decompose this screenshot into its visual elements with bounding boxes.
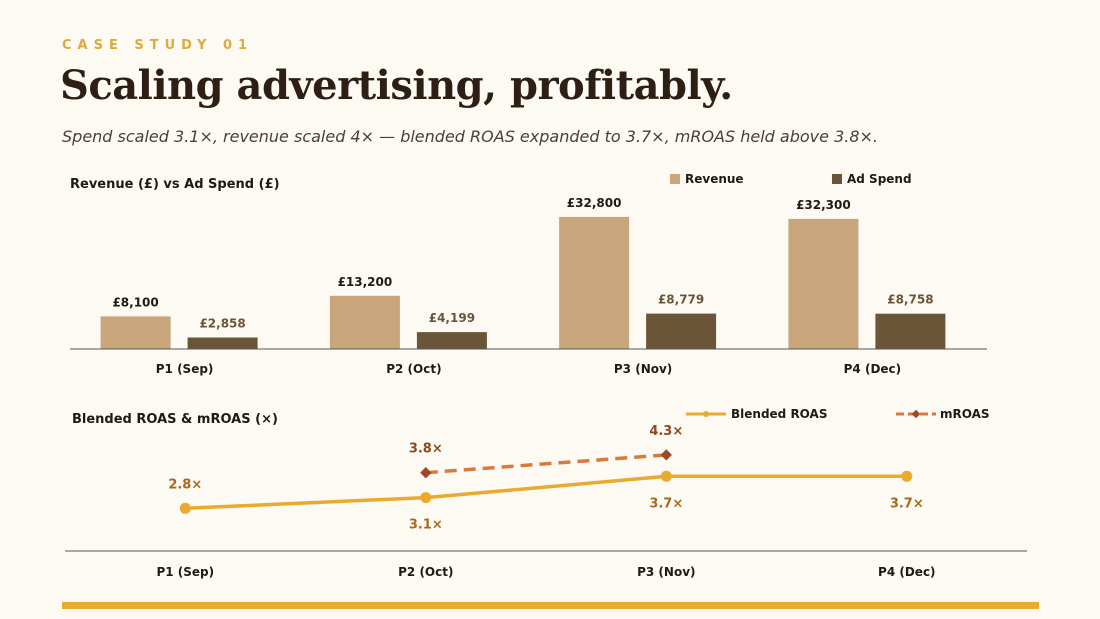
legend-marker-blended-roas bbox=[703, 411, 709, 417]
point-blended-roas-p4-dec bbox=[901, 470, 913, 482]
label-blended-roas-p2-oct: 3.1× bbox=[409, 518, 443, 533]
page-subtitle: Spend scaled 3.1×, revenue scaled 4× — b… bbox=[62, 127, 878, 146]
line-mroas bbox=[425, 453, 667, 475]
bar-ad-spend-p2-oct bbox=[416, 332, 487, 349]
bar-label-ad-spend-p1-sep: £2,858 bbox=[199, 317, 245, 331]
bar-revenue-p4-dec bbox=[788, 218, 859, 349]
line-chart-plot: P1 (Sep) P2 (Oct) P3 (Nov) P4 (Dec) 2.8× 3.1×… bbox=[65, 424, 1027, 579]
bar-chart-plot: £8,100 £2,858 P1 (Sep) £13,200 £4,199 P2 (Oct… bbox=[70, 196, 987, 376]
line-x-tick-p4-dec: P4 (Dec) bbox=[878, 565, 936, 579]
legend-marker-mroas bbox=[911, 409, 921, 419]
bar-x-tick-p3-nov: P3 (Nov) bbox=[614, 362, 672, 376]
bar-label-ad-spend-p3-nov: £8,779 bbox=[658, 293, 704, 307]
bar-label-revenue-p2-oct: £13,200 bbox=[338, 275, 393, 289]
kicker: CASE STUDY 01 bbox=[62, 38, 254, 53]
line-x-tick-p3-nov: P3 (Nov) bbox=[637, 565, 695, 579]
bar-ad-spend-p1-sep bbox=[187, 337, 258, 349]
label-blended-roas-p4-dec: 3.7× bbox=[890, 496, 924, 511]
bar-label-revenue-p1-sep: £8,100 bbox=[112, 295, 158, 309]
legend-label-mroas: mROAS bbox=[940, 407, 990, 421]
legend-swatch-ad-spend bbox=[832, 174, 842, 184]
bar-revenue-p3-nov bbox=[559, 216, 630, 349]
legend-label-ad-spend: Ad Spend bbox=[847, 172, 912, 186]
point-blended-roas-p1-sep bbox=[179, 502, 191, 514]
point-blended-roas-p2-oct bbox=[420, 492, 432, 504]
bar-ad-spend-p4-dec bbox=[875, 313, 946, 349]
legend-label-revenue: Revenue bbox=[685, 172, 744, 186]
legend-swatch-revenue bbox=[670, 174, 680, 184]
bar-chart-title: Revenue (£) vs Ad Spend (£) bbox=[70, 177, 280, 192]
bar-x-tick-p1-sep: P1 (Sep) bbox=[156, 362, 214, 376]
label-blended-roas-p1-sep: 2.8× bbox=[168, 477, 202, 492]
point-mroas-p3-nov bbox=[660, 449, 672, 461]
line-x-tick-p2-oct: P2 (Oct) bbox=[398, 565, 453, 579]
page-title: Scaling advertising, profitably. bbox=[60, 62, 733, 109]
line-x-tick-p1-sep: P1 (Sep) bbox=[156, 565, 214, 579]
bar-x-tick-p2-oct: P2 (Oct) bbox=[386, 362, 441, 376]
label-mroas-p2-oct: 3.8× bbox=[409, 442, 443, 457]
legend-label-blended-roas: Blended ROAS bbox=[731, 407, 828, 421]
bar-label-ad-spend-p4-dec: £8,758 bbox=[887, 293, 933, 307]
bar-label-ad-spend-p2-oct: £4,199 bbox=[429, 311, 475, 325]
point-mroas-p2-oct bbox=[420, 467, 432, 479]
bar-chart-legend: Revenue Ad Spend bbox=[670, 172, 912, 186]
bar-revenue-p2-oct bbox=[329, 295, 400, 349]
bottom-accent-rule bbox=[62, 602, 1039, 609]
bar-x-tick-p4-dec: P4 (Dec) bbox=[844, 362, 902, 376]
line-chart-title: Blended ROAS & mROAS (×) bbox=[72, 412, 278, 427]
bar-label-revenue-p4-dec: £32,300 bbox=[796, 198, 851, 212]
line-blended-roas bbox=[185, 474, 907, 511]
line-chart-legend: Blended ROAS mROAS bbox=[686, 407, 990, 421]
label-mroas-p3-nov: 4.3× bbox=[649, 424, 683, 439]
bar-ad-spend-p3-nov bbox=[646, 313, 717, 349]
label-blended-roas-p3-nov: 3.7× bbox=[649, 496, 683, 511]
point-blended-roas-p3-nov bbox=[660, 470, 672, 482]
bar-label-revenue-p3-nov: £32,800 bbox=[567, 196, 622, 210]
bar-revenue-p1-sep bbox=[100, 316, 171, 349]
